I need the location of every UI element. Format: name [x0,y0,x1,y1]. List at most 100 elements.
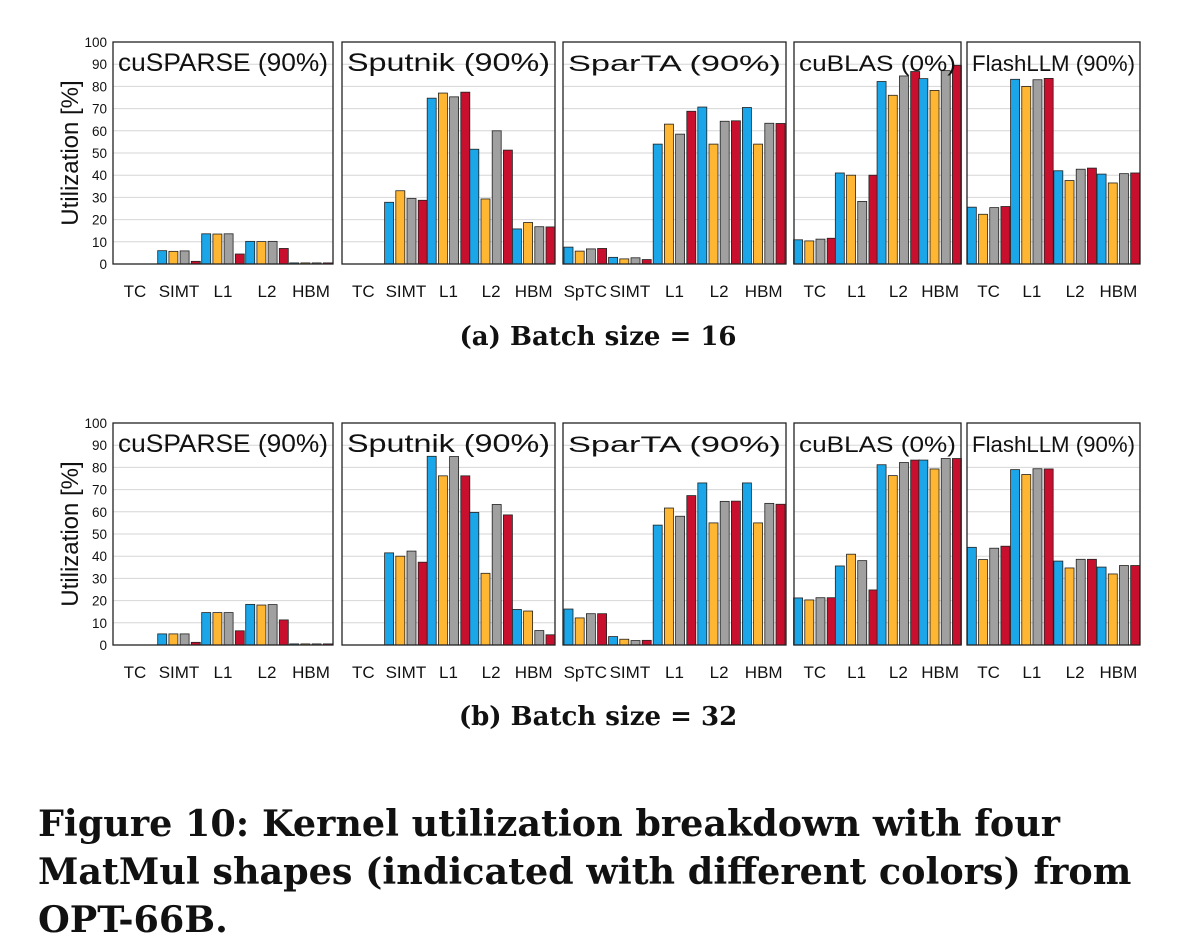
bar [742,482,752,646]
bar [764,502,775,646]
category-label: SIMT [610,663,651,682]
category-label: L2 [482,282,501,301]
bar [1130,565,1141,646]
panel-frame [112,41,334,265]
category-label: L1 [214,282,233,301]
category-label: L2 [889,282,908,301]
bar [1010,78,1020,265]
panel-title: FlashLLM (90%) [972,432,1135,457]
y-tick-label: 10 [92,616,107,631]
bar [1053,170,1064,265]
bar [887,94,898,265]
bar [918,78,929,265]
bar [563,246,574,265]
bar [619,638,630,646]
bar [978,559,988,646]
bar [793,597,803,646]
bar [449,96,460,265]
bar [395,190,406,265]
bar [929,89,940,265]
bar [815,597,826,646]
bar [574,617,585,646]
bar [1096,173,1107,265]
bar [664,123,674,265]
bar [1087,558,1097,646]
panel-title: cuSPARSE (90%) [118,49,328,77]
y-tick-label: 50 [92,146,107,161]
category-label: HBM [292,663,330,682]
bar [417,199,428,265]
bar [1130,172,1141,265]
y-tick-label: 90 [92,57,107,72]
panel-title: cuBLAS (0%) [799,51,956,76]
category-label: HBM [1099,282,1137,301]
bar [731,120,741,265]
y-tick-label: 70 [92,102,107,117]
panel-cusparse: TC SIMT L1 L2 HBM cuSPARSE (90%) [112,41,334,301]
bar [952,458,962,646]
bar [157,250,168,265]
category-label: HBM [1099,663,1137,682]
bar [887,475,898,646]
panel-frame [112,422,334,646]
bar [804,240,815,265]
y-tick-label: 20 [92,594,107,609]
y-tick-label: 0 [99,638,107,653]
bar [857,560,868,646]
category-label: SIMT [386,663,427,682]
y-tick-label: 90 [92,438,107,453]
bar [1107,573,1118,646]
bar [742,107,752,265]
bar [469,148,480,265]
bar [652,143,663,265]
y-tick-label: 30 [92,190,107,205]
y-tick-label: 20 [92,213,107,228]
y-tick-label: 40 [92,168,107,183]
panel-sputnik: TC SIMT L1 L2 HBM Sputnik (90%) [341,41,556,301]
bar [469,512,480,646]
subplot-caption-a: (a) Batch size = 16 [459,322,737,352]
bar [278,248,289,265]
y-tick-label: 60 [92,124,107,139]
category-label: SIMT [610,282,651,301]
bar [675,133,685,265]
bar [719,500,730,646]
category-label: HBM [745,663,783,682]
category-label: L2 [258,663,277,682]
category-label: L1 [665,663,684,682]
bar [437,92,448,265]
panel-title: Sputnik (90%) [347,430,550,458]
bar [1032,468,1043,646]
bar [491,504,502,646]
category-label: L1 [1022,282,1041,301]
category-label: L1 [665,282,684,301]
bar [278,619,289,646]
panel-flashllm: TC L1 L2 HBM FlashLLM (90%) [966,41,1141,301]
bar [804,599,815,646]
bar [480,198,491,265]
panel-sputnik: TC SIMT L1 L2 HBM Sputnik (90%) [341,422,556,682]
bar [826,597,837,646]
bar [868,174,879,265]
bar [179,633,190,646]
chart-a: 0 10 20 30 40 50 60 70 80 90 100 Utilization [%] TC S… [57,35,1141,301]
bar [697,482,708,646]
category-label: TC [977,663,1000,682]
bar [775,503,786,646]
bar [534,226,545,265]
y-tick-label: 60 [92,505,107,520]
bar [502,514,513,646]
bar [857,200,868,265]
subplot-caption-b: (b) Batch size = 32 [458,702,738,732]
bar [899,462,909,646]
panel-frame [793,422,962,646]
bar [641,639,652,646]
bar [910,459,921,646]
bar [480,572,491,646]
bar [256,241,267,265]
bar [1064,567,1075,646]
bar [868,589,879,646]
category-label: HBM [515,663,553,682]
bar [491,130,502,265]
